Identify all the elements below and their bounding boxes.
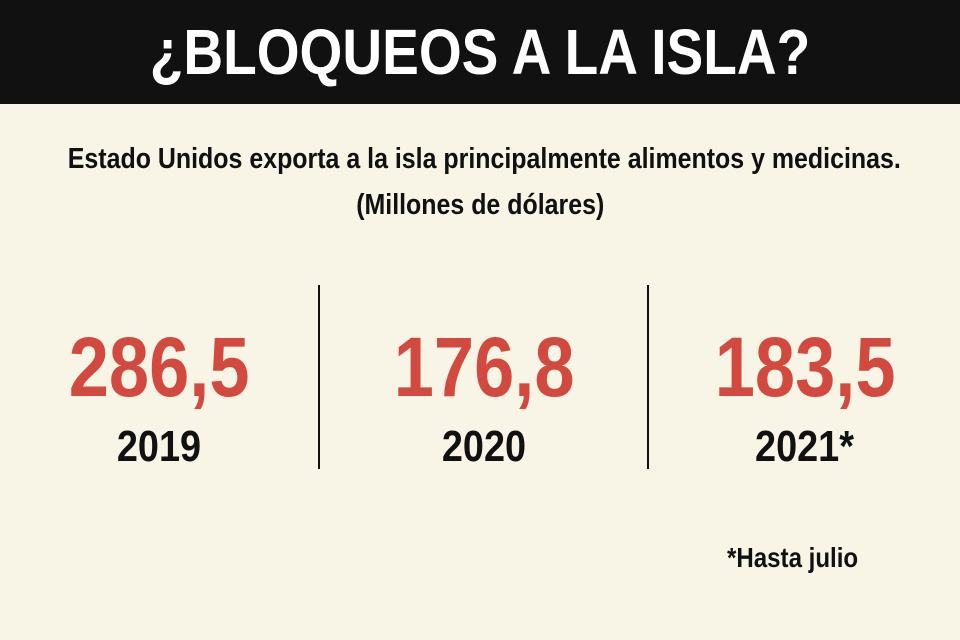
footnote-text: *Hasta julio — [727, 542, 859, 573]
page-title-text: ¿BLOQUEOS A LA ISLA? — [149, 16, 811, 88]
stat-value: 286,5 — [0, 325, 318, 409]
footnote: *Hasta julio — [727, 544, 879, 572]
stat-year-text: 2019 — [116, 422, 202, 471]
subtitle-line-1: Estado Unidos exporta a la isla principa… — [0, 145, 960, 174]
page-title: ¿BLOQUEOS A LA ISLA? — [150, 20, 810, 84]
header-bar: ¿BLOQUEOS A LA ISLA? — [0, 0, 960, 104]
stat-2021: 183,5 2021* — [650, 285, 960, 469]
stat-2019: 286,5 2019 — [0, 285, 318, 469]
stats-row: 286,5 2019 176,8 2020 183,5 2021* — [0, 285, 960, 469]
subtitle-units: (Millones de dólares) — [0, 191, 960, 220]
subtitle-line-1-text: Estado Unidos exporta a la isla principa… — [67, 143, 901, 175]
stat-year: 2021* — [650, 425, 960, 469]
stat-value-text: 183,5 — [714, 320, 896, 414]
subtitle-units-text: (Millones de dólares) — [355, 189, 605, 221]
stat-value-text: 176,8 — [393, 320, 575, 414]
column-divider — [318, 285, 320, 469]
stat-value: 176,8 — [320, 325, 648, 409]
stat-year: 2019 — [0, 425, 318, 469]
stat-year: 2020 — [320, 425, 648, 469]
column-divider — [647, 285, 649, 469]
stat-year-text: 2020 — [441, 422, 527, 471]
stat-year-text: 2021* — [755, 422, 855, 471]
stat-value: 183,5 — [650, 325, 960, 409]
stat-value-text: 286,5 — [68, 320, 250, 414]
stat-2020: 176,8 2020 — [320, 285, 648, 469]
